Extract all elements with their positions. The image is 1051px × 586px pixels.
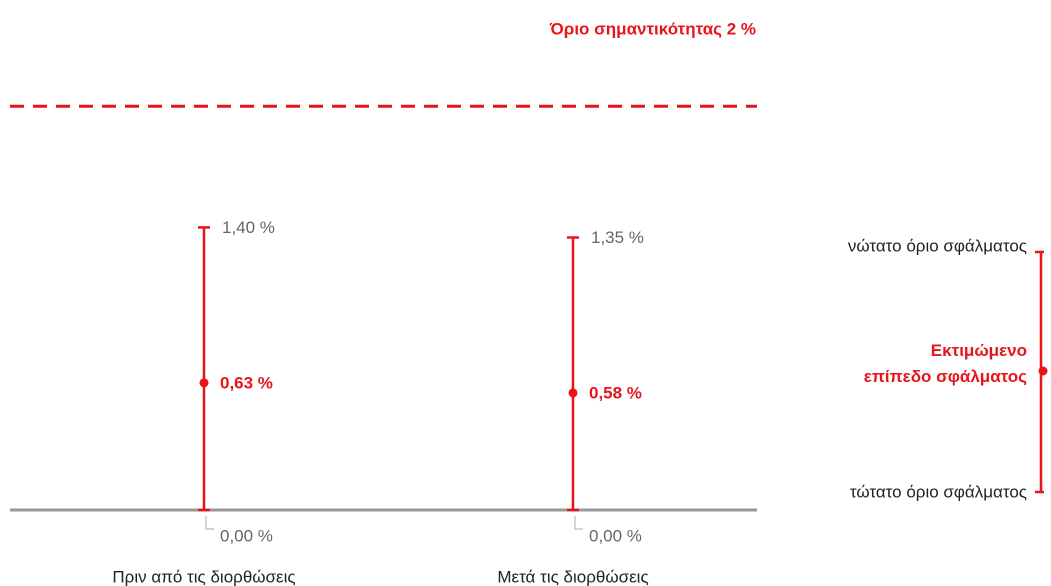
threshold-label: Όριο σημαντικότητας 2 % [549,19,756,38]
legend-dot [1038,366,1048,376]
lower-label: 0,00 % [220,526,273,545]
x-tick-label: Μετά τις διορθώσεις [497,567,648,586]
legend-upper: νώτατο όριο σφάλματος [848,236,1027,255]
value-label: 0,58 % [589,383,642,402]
lower-leader [574,516,583,530]
value-label: 0,63 % [220,373,273,392]
upper-label: 1,40 % [222,218,275,237]
legend-name: Εκτιμώμενο επίπεδο σφάλματος [864,341,1027,386]
upper-label: 1,35 % [591,228,644,247]
legend-lower: τώτατο όριο σφάλματος [850,482,1027,501]
legend-marker [1035,250,1048,494]
x-tick-label: Πριν από τις διορθώσεις [112,567,295,586]
estimate-dot [199,378,209,388]
lower-label: 0,00 % [589,526,642,545]
lower-leader [205,516,214,530]
estimate-dot [568,388,578,398]
